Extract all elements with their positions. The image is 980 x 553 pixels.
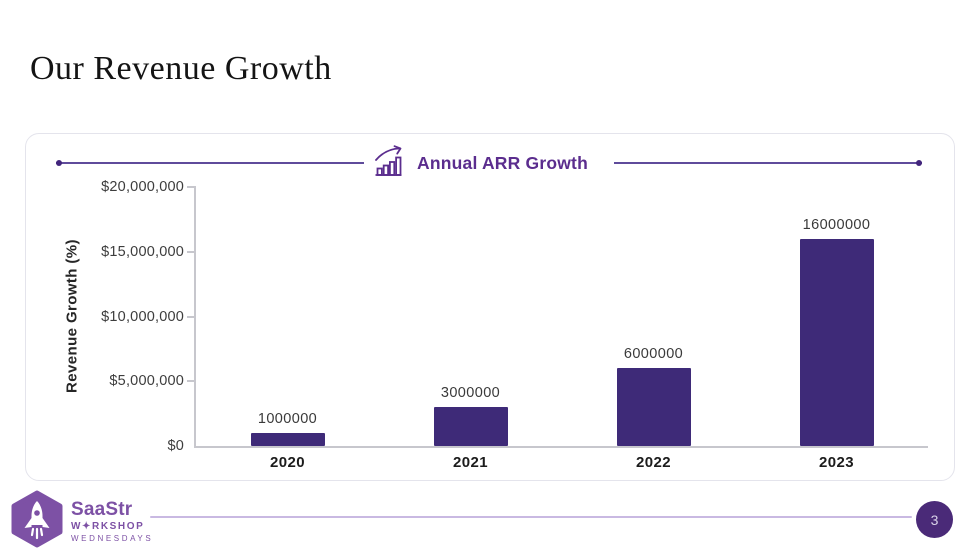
bar-value-label: 3000000 — [440, 385, 501, 402]
bar — [250, 433, 325, 446]
y-tick-label: $20,000,000 — [101, 179, 184, 195]
logo-brand: SaaStr — [71, 499, 133, 520]
bar-value-label: 1000000 — [257, 411, 318, 428]
header-right-rule — [613, 160, 922, 166]
y-tick-mark — [187, 380, 196, 383]
rule-end-dot — [916, 160, 922, 166]
x-tick-label: 2021 — [453, 454, 488, 471]
chart-title: Annual ARR Growth — [417, 152, 588, 173]
y-tick-mark — [187, 186, 196, 188]
footer-divider — [150, 516, 912, 518]
page-title: Our Revenue Growth — [30, 50, 332, 87]
x-tick-label: 2022 — [636, 454, 671, 471]
plot-area: $0 $5,000,000 $10,000,000 $15,000,000 $20,00… — [101, 179, 928, 471]
saastr-logo: SaaStr W✦RKSHOP WEDNESDAYS — [10, 490, 153, 553]
y-tick-label: $15,000,000 — [101, 243, 184, 260]
logo-text: SaaStr W✦RKSHOP WEDNESDAYS — [71, 500, 153, 543]
bar — [616, 368, 691, 446]
bar-chart-growth-icon — [374, 144, 405, 182]
y-tick-label: $0 — [167, 438, 184, 454]
chart-card: Annual ARR Growth Revenue Growth (%) $0 $… — [25, 133, 955, 481]
bar-value-label: 6000000 — [623, 346, 684, 363]
y-tick-label: $10,000,000 — [101, 308, 184, 325]
x-tick-label: 2020 — [270, 454, 305, 471]
bar-value-label: 16000000 — [802, 216, 871, 233]
y-tick-mark — [187, 250, 196, 253]
x-tick-label: 2023 — [819, 454, 854, 471]
logo-workshop: W✦RKSHOP — [71, 521, 145, 532]
bar — [799, 238, 874, 446]
rocket-hexagon-icon — [10, 490, 64, 553]
y-axis-title: Revenue Growth (%) — [63, 239, 81, 393]
y-tick-label: $5,000,000 — [109, 373, 184, 390]
header-left-rule — [56, 160, 365, 166]
chart-card-header: Annual ARR Growth — [56, 144, 922, 182]
rule-end-dot — [56, 160, 62, 166]
bar — [433, 407, 508, 446]
y-tick-mark — [187, 315, 196, 318]
logo-wednesdays: WEDNESDAYS — [71, 534, 154, 543]
page-number-badge: 3 — [916, 501, 953, 538]
